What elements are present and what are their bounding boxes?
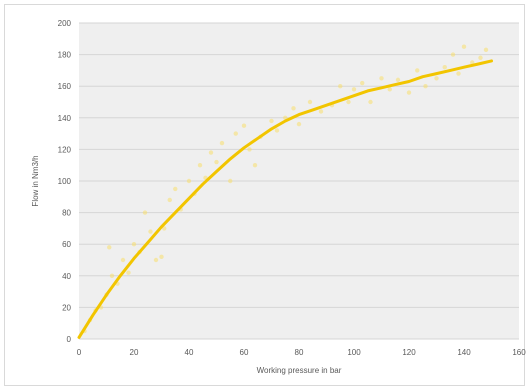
scatter-point bbox=[208, 150, 214, 155]
scatter-point bbox=[478, 55, 483, 60]
x-tick-label: 160 bbox=[512, 348, 526, 357]
scatter-point bbox=[387, 87, 392, 92]
x-tick-label: 20 bbox=[130, 348, 139, 357]
scatter-point bbox=[461, 44, 467, 49]
scatter-point bbox=[131, 242, 137, 247]
scatter-point bbox=[126, 270, 131, 275]
flow-curve bbox=[77, 59, 493, 339]
scatter-point bbox=[395, 77, 401, 83]
scatter-point bbox=[159, 254, 164, 260]
scatter-point bbox=[296, 121, 302, 127]
scatter-point bbox=[228, 178, 233, 184]
scatter-point bbox=[434, 76, 439, 81]
flow-pressure-chart: 0 20 40 60 80 100 120 140 160 0 20 40 60 80 100 120 140… bbox=[31, 19, 526, 375]
scatter-point bbox=[269, 118, 274, 124]
scatter-point bbox=[351, 87, 357, 92]
y-tick-label: 160 bbox=[58, 82, 72, 91]
scatter-point bbox=[406, 90, 412, 95]
x-tick-label: 120 bbox=[402, 348, 416, 357]
y-tick-labels: 0 20 40 60 80 100 120 140 160 180 200 bbox=[58, 19, 72, 344]
scatter-point bbox=[219, 140, 225, 146]
scatter-point bbox=[247, 147, 252, 152]
y-tick-label: 20 bbox=[62, 303, 71, 312]
scatter-point bbox=[167, 197, 172, 203]
scatter-points bbox=[82, 44, 489, 334]
y-tick-label: 180 bbox=[58, 51, 72, 60]
scatter-point bbox=[379, 76, 384, 81]
y-tick-label: 80 bbox=[62, 209, 71, 218]
scatter-point bbox=[142, 210, 148, 215]
y-tick-label: 60 bbox=[62, 240, 71, 249]
scatter-point bbox=[214, 159, 219, 165]
scatter-point bbox=[456, 71, 461, 76]
y-tick-label: 0 bbox=[67, 335, 72, 344]
x-axis-title: Working pressure in bar bbox=[257, 366, 342, 375]
x-tick-label: 0 bbox=[77, 348, 82, 357]
x-tick-label: 140 bbox=[457, 348, 471, 357]
scatter-point bbox=[186, 178, 192, 184]
scatter-point bbox=[307, 99, 313, 105]
scatter-point bbox=[346, 99, 351, 105]
scatter-point bbox=[291, 106, 296, 111]
grid-lines bbox=[79, 22, 519, 340]
scatter-point bbox=[109, 273, 115, 278]
scatter-point bbox=[162, 226, 167, 231]
scatter-point bbox=[483, 47, 489, 53]
x-tick-label: 80 bbox=[295, 348, 304, 357]
scatter-point bbox=[360, 80, 365, 86]
x-tick-label: 60 bbox=[240, 348, 249, 357]
scatter-point bbox=[415, 68, 420, 73]
scatter-point bbox=[423, 84, 428, 89]
y-tick-label: 40 bbox=[62, 272, 71, 281]
y-axis-title: Flow in Nm3/h bbox=[31, 155, 40, 206]
y-tick-label: 200 bbox=[58, 19, 72, 28]
scatter-point bbox=[197, 163, 203, 168]
x-tick-label: 40 bbox=[185, 348, 194, 357]
scatter-point bbox=[233, 131, 238, 136]
y-tick-label: 140 bbox=[58, 114, 72, 123]
scatter-point bbox=[338, 84, 343, 89]
scatter-point bbox=[148, 229, 153, 234]
scatter-point bbox=[442, 65, 447, 70]
y-tick-label: 120 bbox=[58, 145, 72, 154]
scatter-point bbox=[153, 257, 159, 263]
x-tick-labels: 0 20 40 60 80 100 120 140 160 bbox=[77, 348, 526, 357]
y-tick-label: 100 bbox=[58, 177, 72, 186]
scatter-point bbox=[450, 52, 456, 57]
scatter-point bbox=[173, 186, 178, 192]
scatter-point bbox=[274, 128, 280, 133]
x-tick-label: 100 bbox=[347, 348, 361, 357]
scatter-point bbox=[368, 99, 373, 105]
scatter-point bbox=[241, 123, 247, 128]
scatter-point bbox=[318, 109, 324, 114]
scatter-point bbox=[252, 163, 258, 168]
scatter-point bbox=[120, 257, 126, 263]
chart-frame: 0 20 40 60 80 100 120 140 160 0 20 40 60 80 100 120 140… bbox=[4, 4, 526, 386]
scatter-point bbox=[107, 245, 112, 250]
